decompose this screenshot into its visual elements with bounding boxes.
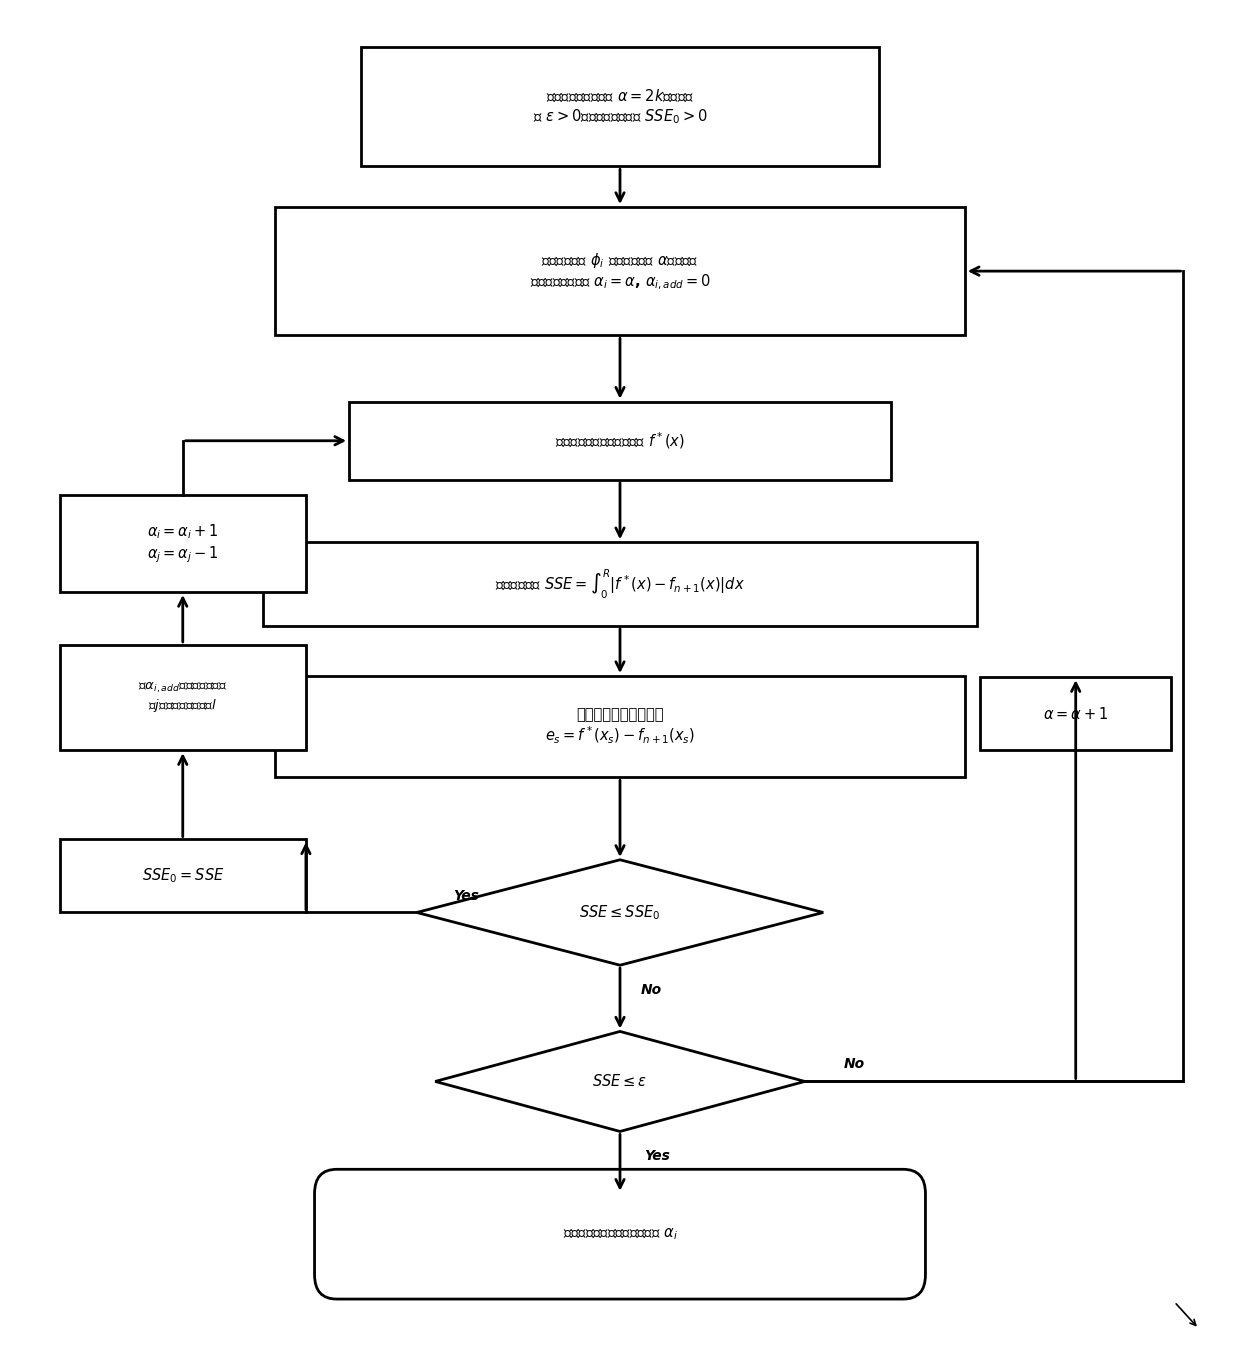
Text: Yes: Yes — [644, 1149, 670, 1163]
Bar — [981, 677, 1171, 751]
Text: No: No — [640, 982, 661, 997]
Text: 令$\alpha_{i,add}$中最大值的下标
为$j$，最小值的下标为$l$: 令$\alpha_{i,add}$中最大值的下标 为$j$，最小值的下标为$l$ — [138, 680, 227, 714]
Polygon shape — [435, 1031, 805, 1132]
Polygon shape — [417, 860, 823, 966]
Text: 还回上一次循环中的布料圈数 $\alpha_i$: 还回上一次循环中的布料圈数 $\alpha_i$ — [563, 1227, 677, 1242]
Text: 根据溜槽倾角 $\phi_i$ 和布料总圈数 $\alpha$，给出对
应的初始布料圈数 $\alpha_i=\alpha$, $\alpha_{i,add}=: 根据溜槽倾角 $\phi_i$ 和布料总圈数 $\alpha$，给出对 应的初始… — [529, 250, 711, 291]
Text: 根据布料模型计算料面曲线 $f^*(x)$: 根据布料模型计算料面曲线 $f^*(x)$ — [556, 430, 684, 452]
Text: $SSE\leq\varepsilon$: $SSE\leq\varepsilon$ — [593, 1073, 647, 1089]
Bar — [60, 645, 306, 751]
Bar — [60, 839, 306, 913]
Bar — [348, 401, 892, 480]
Text: $SSE\leq SSE_0$: $SSE\leq SSE_0$ — [579, 903, 661, 922]
Bar — [263, 543, 977, 626]
Text: 给定初始布料总圈数 $\alpha=2k$，允许误
差 $\varepsilon>0$，及充分大的常数 $SSE_0>0$: 给定初始布料总圈数 $\alpha=2k$，允许误 差 $\varepsilon… — [533, 88, 707, 126]
Bar — [275, 207, 965, 336]
Text: $\alpha=\alpha+1$: $\alpha=\alpha+1$ — [1043, 706, 1109, 722]
Bar — [361, 48, 879, 166]
FancyBboxPatch shape — [315, 1170, 925, 1299]
Text: 计算各模尖处误差向量
$e_s=f^*(x_s)-f_{n+1}(x_s)$: 计算各模尖处误差向量 $e_s=f^*(x_s)-f_{n+1}(x_s)$ — [544, 707, 696, 747]
Bar — [60, 495, 306, 592]
Text: Yes: Yes — [453, 889, 479, 903]
Text: No: No — [843, 1057, 864, 1070]
Text: 计算曲线误差 $SSE=\int_0^R|f^*(x)-f_{n+1}(x)|dx$: 计算曲线误差 $SSE=\int_0^R|f^*(x)-f_{n+1}(x)|d… — [495, 567, 745, 601]
Text: $SSE_0=SSE$: $SSE_0=SSE$ — [141, 866, 224, 885]
Text: $\alpha_i=\alpha_i+1$
$\alpha_j=\alpha_j-1$: $\alpha_i=\alpha_i+1$ $\alpha_j=\alpha_j… — [146, 522, 218, 564]
Bar — [275, 676, 965, 778]
